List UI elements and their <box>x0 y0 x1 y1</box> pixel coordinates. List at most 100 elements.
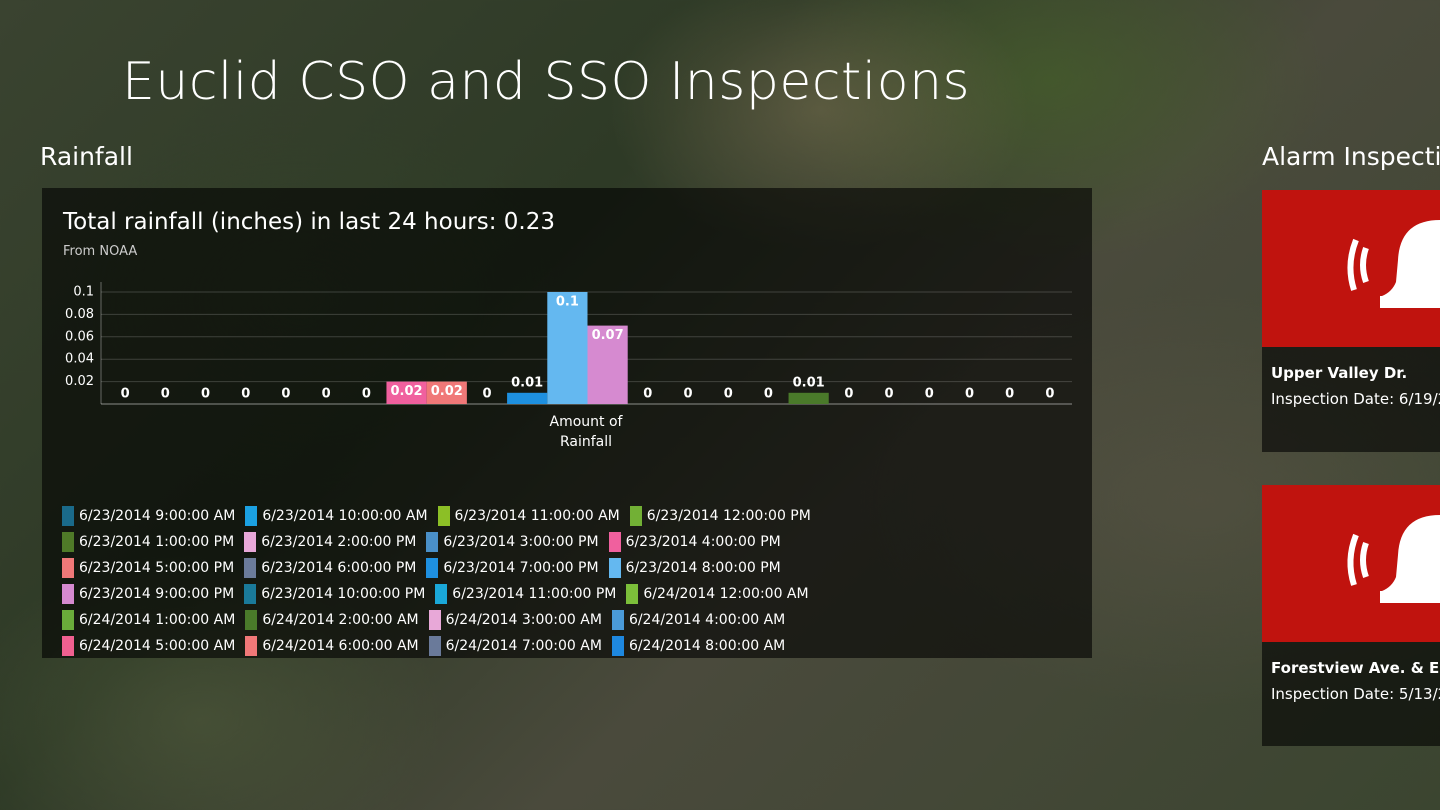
legend: 6/23/2014 9:00:00 AM 6/23/2014 10:00:00 A… <box>62 506 962 656</box>
legend-swatch <box>426 532 439 552</box>
legend-item: 6/23/2014 5:00:00 PM <box>62 558 234 578</box>
alarm-location: Upper Valley Dr. <box>1271 364 1408 382</box>
section-heading: Alarm Inspections <box>1262 142 1440 171</box>
legend-item: 6/24/2014 2:00:00 AM <box>245 610 419 630</box>
data-label: 0 <box>844 387 853 402</box>
legend-swatch <box>428 610 441 630</box>
data-label: 0 <box>241 387 250 402</box>
legend-swatch <box>62 584 74 604</box>
bell-icon <box>1347 515 1440 603</box>
legend-swatch <box>244 584 257 604</box>
alarm-card[interactable]: Forestview Ave. & E. 272 Inspection Date… <box>1262 485 1440 746</box>
legend-label: 6/24/2014 4:00:00 AM <box>628 612 786 628</box>
data-label: 0 <box>362 387 371 402</box>
legend-label: 6/23/2014 10:00:00 PM <box>261 586 426 602</box>
bar <box>426 381 467 404</box>
legend-item: 6/23/2014 6:00:00 PM <box>244 558 416 578</box>
alarm-date: Inspection Date: 6/19/2014 <box>1271 390 1440 408</box>
data-label: 0.01 <box>511 375 543 390</box>
y-tick-label: 0.04 <box>65 352 94 367</box>
legend-label: 6/24/2014 2:00:00 AM <box>262 612 419 628</box>
page-title: Euclid CSO and SSO Inspections <box>122 52 971 112</box>
legend-label: 6/24/2014 5:00:00 AM <box>79 638 236 654</box>
bar <box>788 392 829 404</box>
bell-icon <box>1347 220 1440 308</box>
legend-label: 6/23/2014 12:00:00 PM <box>646 508 811 524</box>
legend-item: 6/23/2014 12:00:00 PM <box>629 506 811 526</box>
legend-swatch <box>611 610 624 630</box>
legend-label: 6/23/2014 6:00:00 PM <box>261 560 417 576</box>
legend-label: 6/24/2014 8:00:00 AM <box>628 638 786 654</box>
legend-swatch <box>608 532 621 552</box>
legend-item: 6/23/2014 10:00:00 PM <box>244 584 425 604</box>
legend-swatch <box>245 506 258 526</box>
chart-title: Total rainfall (inches) in last 24 hours… <box>63 209 555 235</box>
legend-label: 6/23/2014 7:00:00 PM <box>443 560 599 576</box>
alarm-tile <box>1262 190 1440 347</box>
y-tick-label: 0.08 <box>65 307 94 322</box>
legend-label: 6/23/2014 4:00:00 PM <box>625 534 781 550</box>
legend-item: 6/23/2014 8:00:00 PM <box>608 558 781 578</box>
bar <box>386 381 427 404</box>
legend-item: 6/23/2014 10:00:00 AM <box>245 506 428 526</box>
legend-label: 6/23/2014 10:00:00 AM <box>262 508 428 524</box>
alarm-tile <box>1262 485 1440 642</box>
legend-swatch <box>62 532 74 552</box>
data-label: 0.07 <box>592 328 624 343</box>
legend-label: 6/23/2014 11:00:00 AM <box>454 508 620 524</box>
legend-item: 6/24/2014 3:00:00 AM <box>428 610 602 630</box>
data-label: 0 <box>643 387 652 402</box>
bar <box>587 325 628 404</box>
y-tick-label: 0.06 <box>65 329 94 344</box>
legend-item: 6/24/2014 12:00:00 AM <box>626 584 809 604</box>
data-label: 0 <box>885 387 894 402</box>
legend-swatch <box>608 558 621 578</box>
legend-label: 6/24/2014 1:00:00 AM <box>79 612 236 628</box>
legend-item: 6/24/2014 1:00:00 AM <box>62 610 235 630</box>
legend-item: 6/23/2014 2:00:00 PM <box>244 532 416 552</box>
legend-swatch <box>437 506 450 526</box>
legend-swatch <box>244 532 257 552</box>
data-label: 0 <box>322 387 331 402</box>
legend-swatch <box>62 558 74 578</box>
y-tick-label: 0.02 <box>65 374 94 389</box>
legend-label: 6/23/2014 1:00:00 PM <box>79 534 235 550</box>
legend-label: 6/23/2014 5:00:00 PM <box>79 560 235 576</box>
legend-label: 6/23/2014 8:00:00 PM <box>625 560 781 576</box>
data-label: 0 <box>161 387 170 402</box>
data-label: 0.01 <box>793 375 825 390</box>
legend-swatch <box>244 558 257 578</box>
legend-swatch <box>62 610 74 630</box>
legend-item: 6/24/2014 6:00:00 AM <box>245 636 419 656</box>
legend-label: 6/23/2014 9:00:00 PM <box>79 586 235 602</box>
data-label: 0 <box>1045 387 1054 402</box>
legend-label: 6/23/2014 2:00:00 PM <box>261 534 417 550</box>
legend-item: 6/23/2014 11:00:00 AM <box>437 506 620 526</box>
data-label: 0 <box>683 387 692 402</box>
legend-swatch <box>245 636 258 656</box>
data-label: 0.02 <box>431 384 463 399</box>
section-heading: Rainfall <box>40 142 133 171</box>
data-label: 0 <box>764 387 773 402</box>
data-label: 0 <box>1005 387 1014 402</box>
legend-item: 6/23/2014 9:00:00 PM <box>62 584 234 604</box>
legend-label: 6/23/2014 11:00:00 PM <box>452 586 617 602</box>
data-label: 0.02 <box>391 384 423 399</box>
data-label: 0 <box>724 387 733 402</box>
alarm-card[interactable]: Upper Valley Dr. Inspection Date: 6/19/2… <box>1262 190 1440 452</box>
legend-swatch <box>426 558 439 578</box>
legend-swatch <box>629 506 642 526</box>
data-label: 0 <box>482 387 491 402</box>
bar <box>507 392 548 404</box>
legend-swatch <box>245 610 258 630</box>
legend-item: 6/23/2014 7:00:00 PM <box>426 558 599 578</box>
legend-item: 6/24/2014 7:00:00 AM <box>428 636 602 656</box>
legend-item: 6/24/2014 5:00:00 AM <box>62 636 235 656</box>
alarm-date: Inspection Date: 5/13/2014 <box>1271 685 1440 703</box>
legend-item: 6/23/2014 3:00:00 PM <box>426 532 599 552</box>
data-label: 0.1 <box>556 295 579 310</box>
legend-swatch <box>62 636 74 656</box>
data-label: 0 <box>281 387 290 402</box>
